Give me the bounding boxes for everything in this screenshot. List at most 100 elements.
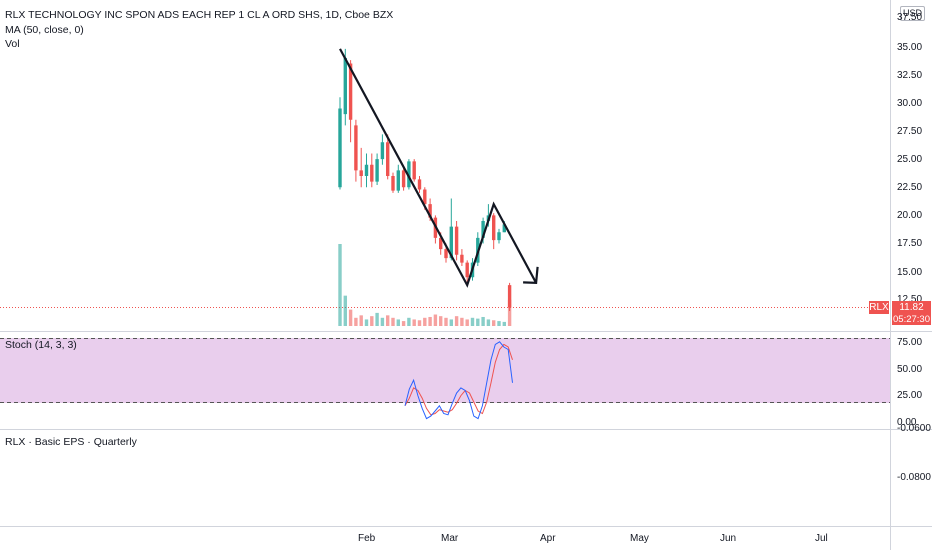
stoch-tick: 75.00 bbox=[897, 337, 923, 348]
volume-bar bbox=[417, 320, 422, 326]
volume-bar bbox=[454, 316, 459, 326]
volume-bar bbox=[460, 317, 464, 326]
volume-bar bbox=[343, 295, 347, 326]
stoch-k-line bbox=[404, 341, 513, 420]
volume-bar bbox=[407, 317, 411, 326]
price-tick: 27.50 bbox=[897, 126, 923, 137]
volume-bar bbox=[433, 314, 438, 326]
volume-bar bbox=[423, 317, 427, 326]
candle-body bbox=[380, 142, 385, 160]
candle-body bbox=[444, 249, 448, 259]
volume-bar bbox=[481, 316, 485, 326]
candle-body bbox=[428, 204, 432, 218]
trend-drawing[interactable] bbox=[339, 48, 539, 288]
candle-body bbox=[492, 215, 496, 241]
volume-bar bbox=[401, 321, 406, 326]
stoch-indicator-label[interactable]: Stoch (14, 3, 3) bbox=[5, 339, 77, 351]
zigzag-arrowhead bbox=[523, 266, 539, 285]
candle-body bbox=[460, 254, 464, 263]
time-label: Jun bbox=[720, 533, 737, 544]
candle-body bbox=[497, 232, 501, 241]
candle-body bbox=[407, 161, 411, 188]
volume-bar bbox=[412, 319, 416, 326]
volume-bar bbox=[497, 321, 501, 326]
volume-bar bbox=[386, 315, 390, 326]
volume-bar bbox=[507, 299, 512, 326]
candle-body bbox=[423, 189, 427, 205]
eps-indicator-label[interactable]: RLX · Basic EPS · Quarterly bbox=[5, 436, 137, 448]
candle-body bbox=[370, 164, 374, 182]
candlesticks bbox=[338, 48, 512, 311]
price-tick: 37.50 bbox=[897, 12, 923, 23]
volume-bar bbox=[338, 244, 342, 326]
volume-bar bbox=[364, 319, 369, 326]
time-label: May bbox=[630, 533, 649, 544]
price-tick: 35.00 bbox=[897, 42, 923, 53]
ma-indicator-label[interactable]: MA (50, close, 0) bbox=[5, 24, 84, 36]
volume-bar bbox=[359, 315, 363, 326]
volume-bar bbox=[370, 316, 374, 326]
candle-body bbox=[401, 170, 406, 188]
candle-body bbox=[417, 179, 422, 190]
symbol-title[interactable]: RLX TECHNOLOGY INC SPON ADS EACH REP 1 C… bbox=[5, 9, 394, 21]
currency-badge[interactable]: USD bbox=[900, 6, 925, 21]
bar-countdown: 05:27:30 bbox=[893, 314, 930, 325]
last-price-value: 11.82 bbox=[899, 302, 924, 313]
stoch-lines bbox=[404, 341, 513, 420]
price-tick: 20.00 bbox=[897, 210, 923, 221]
candle-body bbox=[465, 262, 469, 278]
price-tick: 15.00 bbox=[897, 267, 923, 278]
volume-bars bbox=[338, 244, 512, 326]
candle-body bbox=[507, 285, 512, 308]
volume-bar bbox=[476, 318, 480, 326]
price-tick: 22.50 bbox=[897, 182, 923, 193]
volume-bar bbox=[492, 320, 496, 326]
time-label: Jul bbox=[815, 533, 828, 544]
candle-body bbox=[359, 170, 363, 176]
candle-body bbox=[412, 161, 416, 180]
candle-body bbox=[343, 57, 347, 115]
candle-body bbox=[449, 226, 453, 259]
price-tick: 32.50 bbox=[897, 70, 923, 81]
stoch-band bbox=[0, 338, 890, 403]
volume-bar bbox=[449, 319, 453, 326]
candle-body bbox=[386, 142, 390, 176]
candle-body bbox=[338, 108, 342, 188]
candle-body bbox=[439, 237, 443, 250]
candle-body bbox=[396, 170, 400, 191]
price-tick: 12.50 bbox=[897, 294, 923, 305]
volume-bar bbox=[486, 319, 491, 326]
candle-body bbox=[364, 164, 369, 176]
last-price-ticker-tag: RLX bbox=[869, 301, 889, 314]
eps-tick: -0.0800 bbox=[897, 472, 931, 483]
price-tick: 30.00 bbox=[897, 98, 923, 109]
eps-tick: -0.0600 bbox=[897, 423, 931, 434]
stoch-tick: 25.00 bbox=[897, 390, 923, 401]
time-label: Feb bbox=[358, 533, 376, 544]
last-price-label: 11.82 05:27:30 bbox=[892, 301, 931, 325]
volume-bar bbox=[396, 319, 400, 326]
volume-bar bbox=[502, 321, 506, 326]
stoch-tick: 0.00 bbox=[897, 417, 917, 428]
candle-body bbox=[348, 63, 353, 120]
vol-indicator-label[interactable]: Vol bbox=[5, 38, 20, 50]
volume-bar bbox=[380, 317, 385, 326]
candle-body bbox=[354, 125, 358, 171]
zigzag-trend-line[interactable] bbox=[339, 48, 538, 288]
price-tick: 25.00 bbox=[897, 154, 923, 165]
volume-bar bbox=[444, 317, 448, 326]
candle-body bbox=[454, 226, 459, 255]
candle-body bbox=[375, 159, 379, 182]
volume-bar bbox=[470, 317, 475, 326]
candle-body bbox=[481, 221, 485, 238]
price-tick: 17.50 bbox=[897, 238, 923, 249]
stoch-tick: 50.00 bbox=[897, 364, 923, 375]
time-label: Apr bbox=[540, 533, 556, 544]
volume-bar bbox=[391, 317, 395, 326]
time-label: Mar bbox=[441, 533, 459, 544]
candle-body bbox=[502, 224, 506, 233]
volume-bar bbox=[348, 309, 353, 326]
volume-bar bbox=[375, 312, 379, 326]
volume-bar bbox=[465, 319, 469, 326]
